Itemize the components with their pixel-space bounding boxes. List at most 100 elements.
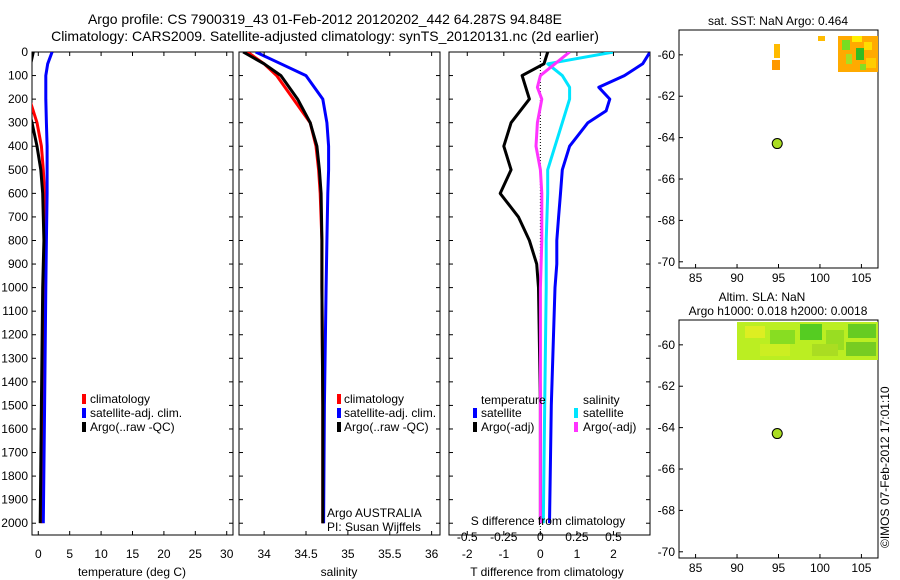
legend2-climatology-swatch (337, 394, 341, 404)
x-tick-label: 34.5 (294, 547, 318, 561)
depth-tick-label: 600 (8, 186, 28, 200)
legend3-sal-argo-swatch (574, 422, 578, 432)
legend3-sal-argo-label: Argo(-adj) (583, 420, 636, 434)
series-line-satellite-adj-clim- (255, 52, 331, 524)
argo-position-marker (771, 138, 783, 150)
legend2-argo-label: Argo(..raw -QC) (344, 420, 429, 434)
map-x-tick-label: 95 (772, 561, 786, 575)
t-difference-axis-label: T difference from climatology (470, 565, 624, 579)
x-tick-label: 25 (189, 547, 203, 561)
depth-tick-label: 0 (21, 45, 28, 59)
legend3-temp-argo-swatch (473, 422, 477, 432)
x-tick-label: -1 (498, 547, 509, 561)
x-tick-label: 30 (220, 547, 234, 561)
series-line-temperature-argo-adj- (498, 52, 550, 524)
chart-title-line1: Argo profile: CS 7900319_43 01-Feb-2012 … (87, 11, 563, 27)
map-x-tick-label: 100 (810, 271, 830, 285)
sla-map-subtitle: Argo h1000: 0.018 h2000: 0.0018 (689, 304, 868, 318)
x-tick-label: 20 (157, 547, 171, 561)
x-tick-label: 2 (610, 547, 617, 561)
legend3-sal-satellite-label: satellite (583, 406, 624, 420)
legend3-temperature-title: temperature (481, 393, 546, 407)
map-y-tick-label: -60 (658, 48, 676, 62)
x-tick-label: 0 (537, 547, 544, 561)
map-x-tick-label: 95 (772, 271, 786, 285)
x-tick-label: 10 (94, 547, 108, 561)
sla-map-title: Altim. SLA: NaN (719, 290, 806, 304)
chart-title-line2: Climatology: CARS2009. Satellite-adjuste… (51, 28, 599, 44)
map-x-tick-label: 90 (730, 271, 744, 285)
salinity-panel-frame (238, 51, 441, 536)
map-y-tick-label: -70 (658, 255, 676, 269)
depth-tick-label: 1300 (1, 351, 28, 365)
x-tick-label: 0 (35, 547, 42, 561)
series-line-argo-raw-qc- (32, 52, 46, 524)
series-line-argo-raw-qc- (242, 52, 325, 524)
map-y-tick-label: -68 (658, 503, 676, 517)
panel-1-series (242, 52, 331, 524)
legend2-satellite-swatch (337, 408, 341, 418)
map-y-tick-label: -66 (658, 172, 676, 186)
difference-panel-frame (448, 51, 651, 536)
series-line-salinity-argo-adj- (534, 52, 571, 524)
x-tick-label: 36 (425, 547, 439, 561)
depth-tick-label: 900 (8, 257, 28, 271)
depth-tick-label: 800 (8, 233, 28, 247)
legend3-temp-satellite-swatch (473, 408, 477, 418)
map-y-tick-label: -64 (658, 131, 676, 145)
imos-footer: ©IMOS 07-Feb-2012 17:01:10 (878, 386, 892, 548)
s-difference-axis-label: S difference from climatology (471, 514, 626, 528)
legend1-satellite-swatch (82, 408, 86, 418)
x-tick-label: 35 (341, 547, 355, 561)
legend1-climatology-swatch (82, 394, 86, 404)
argo-position-marker (771, 428, 783, 440)
depth-tick-label: 1600 (1, 422, 28, 436)
s-diff-tick-label: 0 (537, 530, 544, 544)
salinity-axis-label: salinity (321, 565, 358, 579)
x-tick-label: 5 (66, 547, 73, 561)
map-y-tick-label: -62 (658, 89, 676, 103)
map-x-tick-label: 105 (851, 271, 871, 285)
legend3-sal-satellite-swatch (574, 408, 578, 418)
depth-tick-label: 1900 (1, 493, 28, 507)
sst-heatmap-cells (772, 36, 878, 72)
map-x-tick-label: 85 (689, 271, 703, 285)
x-tick-label: 1 (574, 547, 581, 561)
legend1-satellite-label: satellite-adj. clim. (90, 406, 182, 420)
depth-tick-label: 1700 (1, 446, 28, 460)
x-tick-label: 15 (126, 547, 140, 561)
depth-tick-label: 300 (8, 116, 28, 130)
panel-2-series (498, 52, 650, 524)
depth-tick-label: 2000 (1, 516, 28, 530)
map-y-tick-label: -64 (658, 421, 676, 435)
map-y-tick-label: -70 (658, 545, 676, 559)
map-y-tick-label: -62 (658, 379, 676, 393)
depth-tick-label: 100 (8, 69, 28, 83)
depth-tick-label: 500 (8, 163, 28, 177)
s-diff-tick-label: 0.25 (565, 530, 589, 544)
legend2-climatology-label: climatology (344, 392, 404, 406)
annotation-line2: PI: Susan Wijffels (327, 520, 421, 534)
map-x-tick-label: 100 (810, 561, 830, 575)
x-tick-label: -2 (462, 547, 473, 561)
series-line-salinity-satellite (541, 52, 614, 524)
x-tick-label: 35.5 (378, 547, 402, 561)
depth-tick-label: 200 (8, 92, 28, 106)
depth-tick-label: 1800 (1, 469, 28, 483)
temperature-axis-label: temperature (deg C) (78, 565, 186, 579)
series-line-satellite-adj-clim- (41, 52, 54, 524)
map-y-tick-label: -66 (658, 462, 676, 476)
depth-tick-label: 1500 (1, 398, 28, 412)
temperature-panel-frame (31, 51, 234, 536)
sla-heatmap-band (737, 322, 878, 360)
legend1-climatology-label: climatology (90, 392, 150, 406)
legend1-argo-swatch (82, 422, 86, 432)
map-y-tick-label: -60 (658, 338, 676, 352)
depth-tick-label: 1000 (1, 281, 28, 295)
annotation-line1: Argo AUSTRALIA (327, 506, 422, 520)
s-diff-tick-label: -0.25 (490, 530, 518, 544)
legend3-temp-satellite-label: satellite (481, 406, 522, 420)
s-diff-tick-label: -0.5 (457, 530, 478, 544)
sst-map-title: sat. SST: NaN Argo: 0.464 (708, 14, 848, 28)
